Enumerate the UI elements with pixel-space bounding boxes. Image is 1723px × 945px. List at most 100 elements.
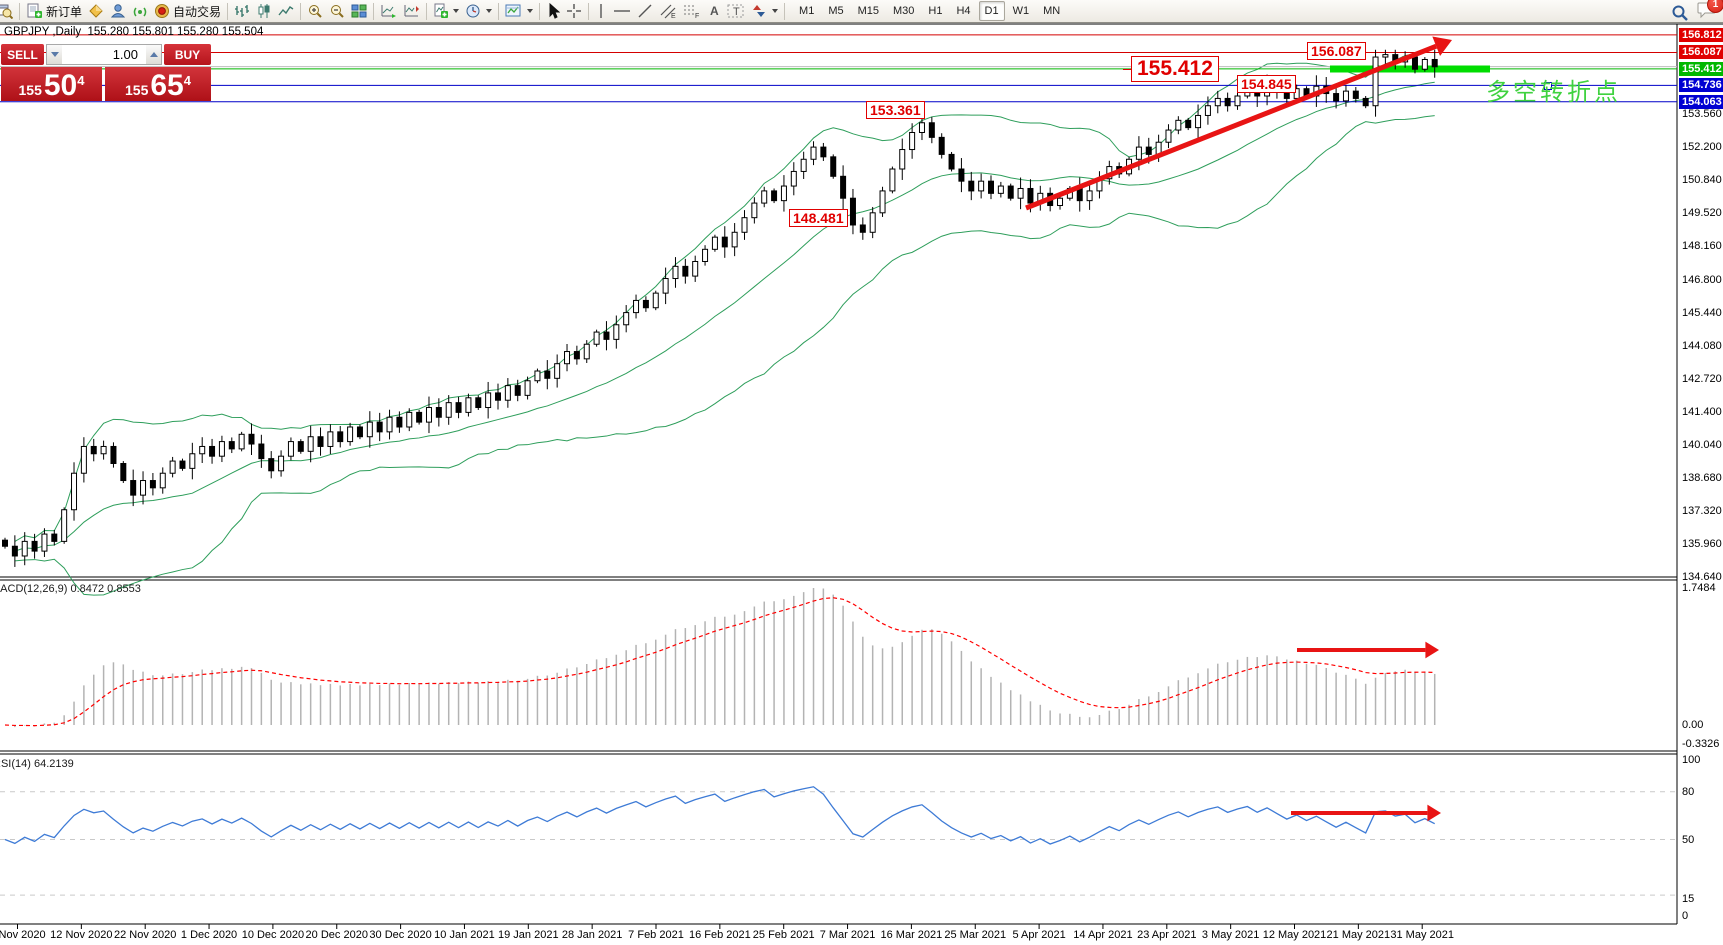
price-annotation[interactable]: 155.412 — [1123, 56, 1219, 82]
price-tick: 144.080 — [1682, 339, 1722, 352]
arrow-objects-icon — [753, 5, 766, 17]
rsi-scale-tick: 0 — [1682, 910, 1689, 922]
auto-trading-button[interactable]: 自动交易 — [151, 1, 224, 21]
price-tick: 135.960 — [1682, 538, 1722, 551]
zoom-in-icon — [309, 5, 322, 18]
auto-trading-label: 自动交易 — [173, 4, 222, 19]
date-label: 21 May 2021 — [1326, 929, 1391, 941]
volume-increase-button[interactable] — [146, 45, 161, 64]
date-label: 7 Mar 2021 — [819, 929, 876, 941]
separator — [784, 2, 786, 20]
rsi-scale-tick: 100 — [1682, 754, 1701, 766]
timeframe-h4[interactable]: H4 — [956, 5, 971, 17]
date-label: 3 May 2021 — [1201, 929, 1260, 941]
market-depth-icon — [89, 4, 103, 18]
tile-windows-button[interactable] — [348, 1, 370, 21]
price-tick: 150.840 — [1682, 174, 1722, 187]
line-chart-button[interactable] — [275, 1, 297, 21]
date-label: 25 Mar 2021 — [944, 929, 1007, 941]
rsi-scale-tick: 50 — [1682, 834, 1695, 846]
text-button[interactable]: A — [704, 1, 724, 21]
svg-text:F: F — [695, 13, 699, 19]
rsi-scale-tick: 80 — [1682, 786, 1695, 798]
community-person-icon — [110, 4, 126, 18]
cursor-button[interactable] — [543, 1, 563, 21]
price-annotation[interactable]: 148.481 — [789, 209, 848, 227]
new-order-icon — [27, 3, 42, 18]
candlestick-chart-button[interactable] — [253, 1, 275, 21]
templates-dropdown[interactable] — [502, 1, 536, 21]
arrows-dropdown[interactable] — [748, 1, 781, 21]
timeframe-h1[interactable]: H1 — [928, 5, 943, 17]
price-tick: 137.320 — [1682, 505, 1722, 518]
indicator-window-button[interactable] — [0, 1, 16, 21]
separator — [19, 2, 20, 20]
new-order-button[interactable]: 新订单 — [23, 1, 85, 21]
svg-text:E: E — [671, 13, 676, 19]
buy-price[interactable]: 155 65 4 — [105, 67, 211, 101]
timeframe-m15[interactable]: M15 — [857, 5, 879, 17]
volume-input[interactable] — [62, 45, 146, 64]
market-depth-button[interactable] — [85, 1, 107, 21]
timeframe-m1[interactable]: M1 — [799, 5, 815, 17]
auto-scroll-button[interactable] — [377, 1, 400, 21]
date-label: 16 Feb 2021 — [688, 929, 751, 941]
date-label: 23 Apr 2021 — [1137, 929, 1197, 941]
trendline-handle[interactable] — [1544, 82, 1552, 90]
macd-scale-tick: 1.7484 — [1682, 582, 1716, 594]
timeframe-w1[interactable]: W1 — [1012, 5, 1030, 17]
chart-shift-button[interactable] — [400, 1, 423, 21]
clock-icon — [466, 4, 480, 18]
sell-price[interactable]: 155 50 4 — [1, 67, 102, 101]
price-annotation[interactable]: 154.845 — [1237, 75, 1296, 93]
timeframe-d1[interactable]: D1 — [978, 1, 1005, 21]
separator — [539, 2, 541, 20]
price-tick: 146.800 — [1682, 273, 1722, 286]
sell-price-pip: 4 — [77, 73, 85, 88]
new-chart-dropdown[interactable] — [430, 1, 462, 21]
notification-badge: 1 — [1707, 0, 1723, 13]
signals-button[interactable] — [129, 1, 151, 21]
trendline-button[interactable] — [634, 1, 656, 21]
price-annotation[interactable]: 156.087 — [1307, 42, 1366, 60]
sell-button[interactable]: SELL — [1, 44, 44, 65]
search-icon[interactable] — [1671, 4, 1689, 22]
text-label-icon: T — [727, 4, 744, 18]
timeframe-m5[interactable]: M5 — [828, 5, 844, 17]
crosshair-button[interactable] — [563, 1, 585, 21]
vertical-line-button[interactable] — [592, 1, 610, 21]
horizontal-line-button[interactable] — [610, 1, 634, 21]
zoom-out-button[interactable] — [326, 1, 348, 21]
buy-button[interactable]: BUY — [164, 44, 211, 65]
price-tag: 156.087 — [1679, 45, 1723, 60]
up-triangle-icon — [149, 52, 158, 57]
candlestick-chart-icon — [258, 4, 270, 18]
buy-price-pip: 4 — [183, 73, 191, 88]
date-label: 31 May 2021 — [1390, 929, 1454, 941]
date-label: 16 Mar 2021 — [880, 929, 943, 941]
toolbar: 新订单 自动交易 — [0, 0, 1723, 23]
tile-windows-icon — [351, 4, 367, 18]
vertical-line-icon — [600, 4, 602, 18]
price-tick: 142.720 — [1682, 372, 1722, 385]
community-button[interactable] — [107, 1, 129, 21]
bar-chart-button[interactable] — [231, 1, 253, 21]
window-magnifier-icon — [0, 4, 13, 19]
date-label: 12 May 2021 — [1262, 929, 1327, 941]
periods-dropdown[interactable] — [462, 1, 495, 21]
timeframe-mn[interactable]: MN — [1043, 5, 1061, 17]
equidistant-channel-button[interactable]: E — [656, 1, 680, 21]
zoom-in-button[interactable] — [304, 1, 326, 21]
separator — [426, 2, 428, 20]
volume-decrease-button[interactable] — [47, 45, 62, 64]
text-label-button[interactable]: T — [724, 1, 748, 21]
rsi-scale-tick: 15 — [1682, 893, 1695, 905]
timeframe-bar: M1 M5 M15 M30 H1 H4 D1 W1 MN — [792, 1, 1067, 21]
fibonacci-button[interactable]: F — [680, 1, 704, 21]
timeframe-m30[interactable]: M30 — [893, 5, 915, 17]
price-annotation[interactable]: 153.361 — [866, 101, 925, 119]
notifications-button[interactable]: 1 — [1697, 0, 1723, 24]
cursor-icon — [549, 3, 561, 19]
